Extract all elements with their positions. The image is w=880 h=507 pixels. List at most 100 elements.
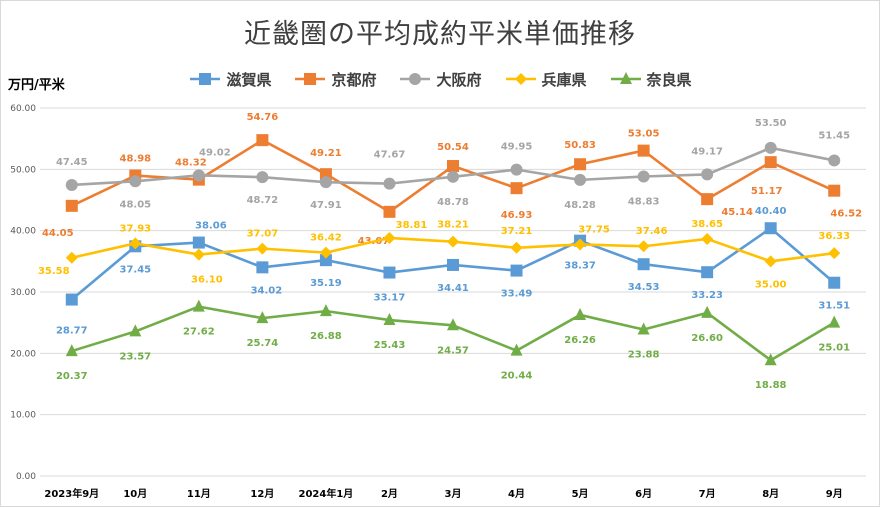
data-point: [447, 235, 459, 248]
data-label: 18.88: [755, 380, 787, 391]
data-point: [447, 318, 459, 331]
data-label: 47.45: [56, 157, 88, 168]
data-point: [383, 313, 396, 326]
x-tick-label: 2024年1月: [299, 487, 354, 500]
data-label: 37.46: [636, 226, 668, 237]
data-point: [256, 171, 269, 184]
series-滋賀県: 28.77 37.45 38.06 34.02 35.19 33.17 34.41 33.49…: [56, 206, 850, 336]
data-label: 34.41: [437, 283, 469, 294]
data-label: 36.33: [818, 231, 850, 242]
y-axis-unit-label: 万円/平米: [8, 78, 65, 93]
legend-label: 京都府: [331, 70, 377, 89]
data-point: [701, 266, 714, 279]
data-point: [764, 255, 777, 268]
data-label: 37.45: [119, 264, 151, 275]
data-point: [574, 238, 587, 251]
data-point: [192, 236, 205, 249]
data-point: [510, 241, 523, 254]
data-label: 25.74: [247, 338, 279, 349]
data-point: [319, 176, 332, 189]
data-label: 44.05: [42, 228, 74, 239]
data-point: [637, 240, 650, 253]
data-point: [764, 222, 777, 235]
data-label: 26.88: [310, 331, 342, 342]
data-point: [764, 156, 777, 169]
data-label: 37.75: [578, 224, 610, 235]
x-tick-label: 6月: [635, 488, 652, 500]
x-tick-label: 7月: [699, 488, 716, 500]
data-label: 38.37: [564, 261, 596, 272]
legend-label: 大阪府: [436, 70, 482, 89]
data-label: 37.07: [247, 229, 279, 240]
data-label: 49.02: [199, 147, 231, 158]
data-label: 48.72: [247, 195, 279, 206]
legend-item-京都府: 京都府: [293, 68, 376, 90]
data-label: 35.19: [310, 278, 342, 289]
data-point: [637, 170, 650, 183]
data-point: [383, 266, 396, 279]
data-label: 25.43: [374, 340, 406, 351]
data-point: [447, 160, 459, 173]
data-point: [129, 237, 142, 250]
data-label: 33.17: [374, 293, 406, 304]
legend-swatch: [610, 72, 641, 84]
series-大阪府: 47.45 48.05 49.02 48.72 47.91 47.67 48.78 49.95…: [56, 118, 850, 211]
data-label: 45.14: [721, 207, 753, 218]
y-tick-label: 60.00: [10, 104, 36, 114]
data-label: 27.62: [183, 327, 215, 338]
data-point: [828, 315, 841, 328]
legend-label: 奈良県: [646, 70, 692, 89]
data-label: 33.49: [501, 289, 533, 300]
legend-item-兵庫県: 兵庫県: [504, 68, 587, 90]
data-point: [447, 258, 459, 271]
data-label: 33.23: [691, 290, 723, 301]
data-point: [637, 144, 650, 157]
data-point: [701, 305, 714, 318]
data-point: [764, 353, 777, 366]
y-tick-label: 50.00: [10, 165, 36, 175]
data-point: [383, 177, 396, 190]
legend-swatch: [295, 73, 326, 85]
data-point: [637, 258, 650, 271]
data-point: [383, 205, 396, 218]
data-point: [65, 344, 78, 357]
data-point: [319, 246, 332, 259]
data-label: 40.40: [755, 206, 787, 217]
data-label: 47.91: [310, 200, 342, 211]
y-tick-label: 40.00: [10, 227, 36, 237]
data-point: [65, 199, 78, 212]
legend-item-大阪府: 大阪府: [398, 68, 482, 90]
data-label: 36.10: [191, 275, 223, 286]
data-point: [447, 170, 459, 183]
data-point: [574, 307, 587, 320]
data-point: [828, 184, 841, 197]
data-label: 23.57: [119, 351, 151, 362]
data-label: 50.83: [564, 140, 596, 151]
data-label: 50.54: [437, 142, 469, 153]
x-tick-label: 10月: [123, 488, 147, 500]
legend-label: 兵庫県: [541, 70, 587, 89]
legend-label: 滋賀県: [226, 70, 272, 89]
x-tick-label: 2023年9月: [44, 487, 99, 500]
data-label: 28.77: [56, 326, 88, 337]
data-label: 38.81: [396, 220, 428, 231]
data-label: 24.57: [437, 345, 469, 356]
data-label: 26.60: [691, 333, 723, 344]
series-兵庫県: 35.58 37.93 36.10 37.07 36.42 38.81 38.21 37.21…: [38, 219, 850, 290]
data-point: [319, 254, 332, 267]
data-label: 48.32: [175, 158, 207, 169]
data-label: 46.52: [830, 209, 862, 220]
data-label: 46.93: [501, 210, 533, 221]
y-tick-label: 10.00: [10, 411, 36, 421]
data-point: [256, 242, 269, 255]
data-label: 23.88: [628, 350, 660, 361]
data-label: 34.02: [251, 285, 283, 296]
y-tick-label: 30.00: [10, 288, 36, 298]
data-point: [192, 248, 205, 261]
data-point: [574, 173, 587, 186]
data-point: [828, 276, 841, 289]
data-label: 25.01: [818, 343, 850, 354]
x-tick-label: 8月: [762, 488, 779, 500]
legend-swatch: [400, 73, 431, 85]
